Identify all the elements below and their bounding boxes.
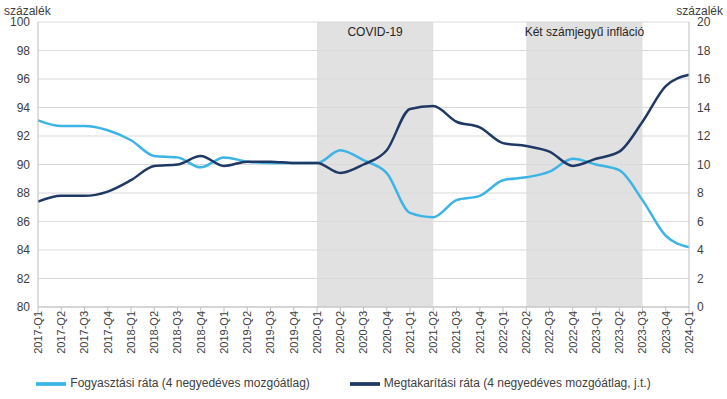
svg-text:20: 20 — [697, 15, 711, 29]
svg-text:2020-Q1: 2020-Q1 — [311, 311, 323, 354]
svg-text:2019-Q2: 2019-Q2 — [241, 311, 253, 354]
svg-text:100: 100 — [10, 15, 30, 29]
svg-text:2017-Q4: 2017-Q4 — [102, 311, 114, 354]
svg-text:2019-Q1: 2019-Q1 — [218, 311, 230, 354]
svg-text:92: 92 — [17, 129, 31, 143]
svg-text:2022-Q3: 2022-Q3 — [543, 311, 555, 354]
svg-text:2022-Q1: 2022-Q1 — [497, 311, 509, 354]
svg-text:2018-Q2: 2018-Q2 — [148, 311, 160, 354]
svg-text:2020-Q2: 2020-Q2 — [334, 311, 346, 354]
svg-text:94: 94 — [17, 101, 31, 115]
svg-text:2021-Q3: 2021-Q3 — [450, 311, 462, 354]
svg-text:2023-Q3: 2023-Q3 — [636, 311, 648, 354]
svg-text:2017-Q2: 2017-Q2 — [55, 311, 67, 354]
svg-text:2017-Q3: 2017-Q3 — [78, 311, 90, 354]
svg-text:2018-Q1: 2018-Q1 — [125, 311, 137, 354]
svg-text:2024-Q1: 2024-Q1 — [683, 311, 695, 354]
svg-text:88: 88 — [17, 186, 31, 200]
svg-text:14: 14 — [697, 101, 711, 115]
svg-text:2023-Q4: 2023-Q4 — [660, 311, 672, 354]
svg-text:2019-Q3: 2019-Q3 — [264, 311, 276, 354]
svg-text:82: 82 — [17, 272, 31, 286]
svg-text:2018-Q3: 2018-Q3 — [171, 311, 183, 354]
svg-text:96: 96 — [17, 72, 31, 86]
svg-text:2023-Q2: 2023-Q2 — [613, 311, 625, 354]
svg-text:Két számjegyű infláció: Két számjegyű infláció — [525, 25, 645, 39]
svg-text:COVID-19: COVID-19 — [347, 25, 403, 39]
svg-text:18: 18 — [697, 44, 711, 58]
svg-text:2021-Q4: 2021-Q4 — [474, 311, 486, 354]
svg-text:2018-Q4: 2018-Q4 — [195, 311, 207, 354]
svg-text:2022-Q2: 2022-Q2 — [520, 311, 532, 354]
svg-text:2023-Q1: 2023-Q1 — [590, 311, 602, 354]
svg-text:6: 6 — [697, 215, 704, 229]
html-text:százalék: százalék — [4, 4, 51, 18]
svg-text:2019-Q4: 2019-Q4 — [288, 311, 300, 354]
svg-text:16: 16 — [697, 72, 711, 86]
svg-text:2020-Q3: 2020-Q3 — [357, 311, 369, 354]
svg-text:98: 98 — [17, 44, 31, 58]
svg-text:84: 84 — [17, 243, 31, 257]
svg-text:2017-Q1: 2017-Q1 — [32, 311, 44, 354]
svg-text:2022-Q4: 2022-Q4 — [567, 311, 579, 354]
svg-text:2021-Q2: 2021-Q2 — [427, 311, 439, 354]
svg-text:2021-Q1: 2021-Q1 — [404, 311, 416, 354]
svg-text:90: 90 — [17, 158, 31, 172]
svg-text:4: 4 — [697, 243, 704, 257]
svg-text:80: 80 — [17, 300, 31, 314]
svg-text:8: 8 — [697, 186, 704, 200]
html-text:Fogyasztási ráta (4 negyedéves: Fogyasztási ráta (4 negyedéves mozgóátla… — [70, 376, 310, 391]
html-text:Megtakarítási ráta (4 negyedév: Megtakarítási ráta (4 negyedéves mozgóát… — [383, 376, 651, 391]
svg-text:2: 2 — [697, 272, 704, 286]
svg-text:86: 86 — [17, 215, 31, 229]
svg-text:0: 0 — [697, 300, 704, 314]
svg-text:10: 10 — [697, 158, 711, 172]
html-text:százalék: százalék — [676, 4, 723, 18]
svg-text:12: 12 — [697, 129, 711, 143]
svg-text:2020-Q4: 2020-Q4 — [381, 311, 393, 354]
